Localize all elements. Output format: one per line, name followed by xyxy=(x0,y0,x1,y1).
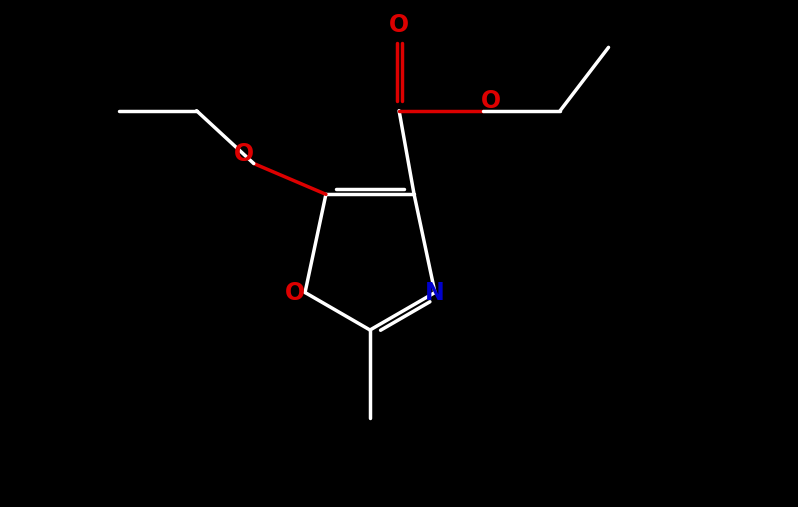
Text: O: O xyxy=(234,141,254,165)
Text: O: O xyxy=(480,89,501,113)
Text: O: O xyxy=(285,280,305,305)
Text: O: O xyxy=(389,13,409,38)
Text: N: N xyxy=(425,280,444,305)
